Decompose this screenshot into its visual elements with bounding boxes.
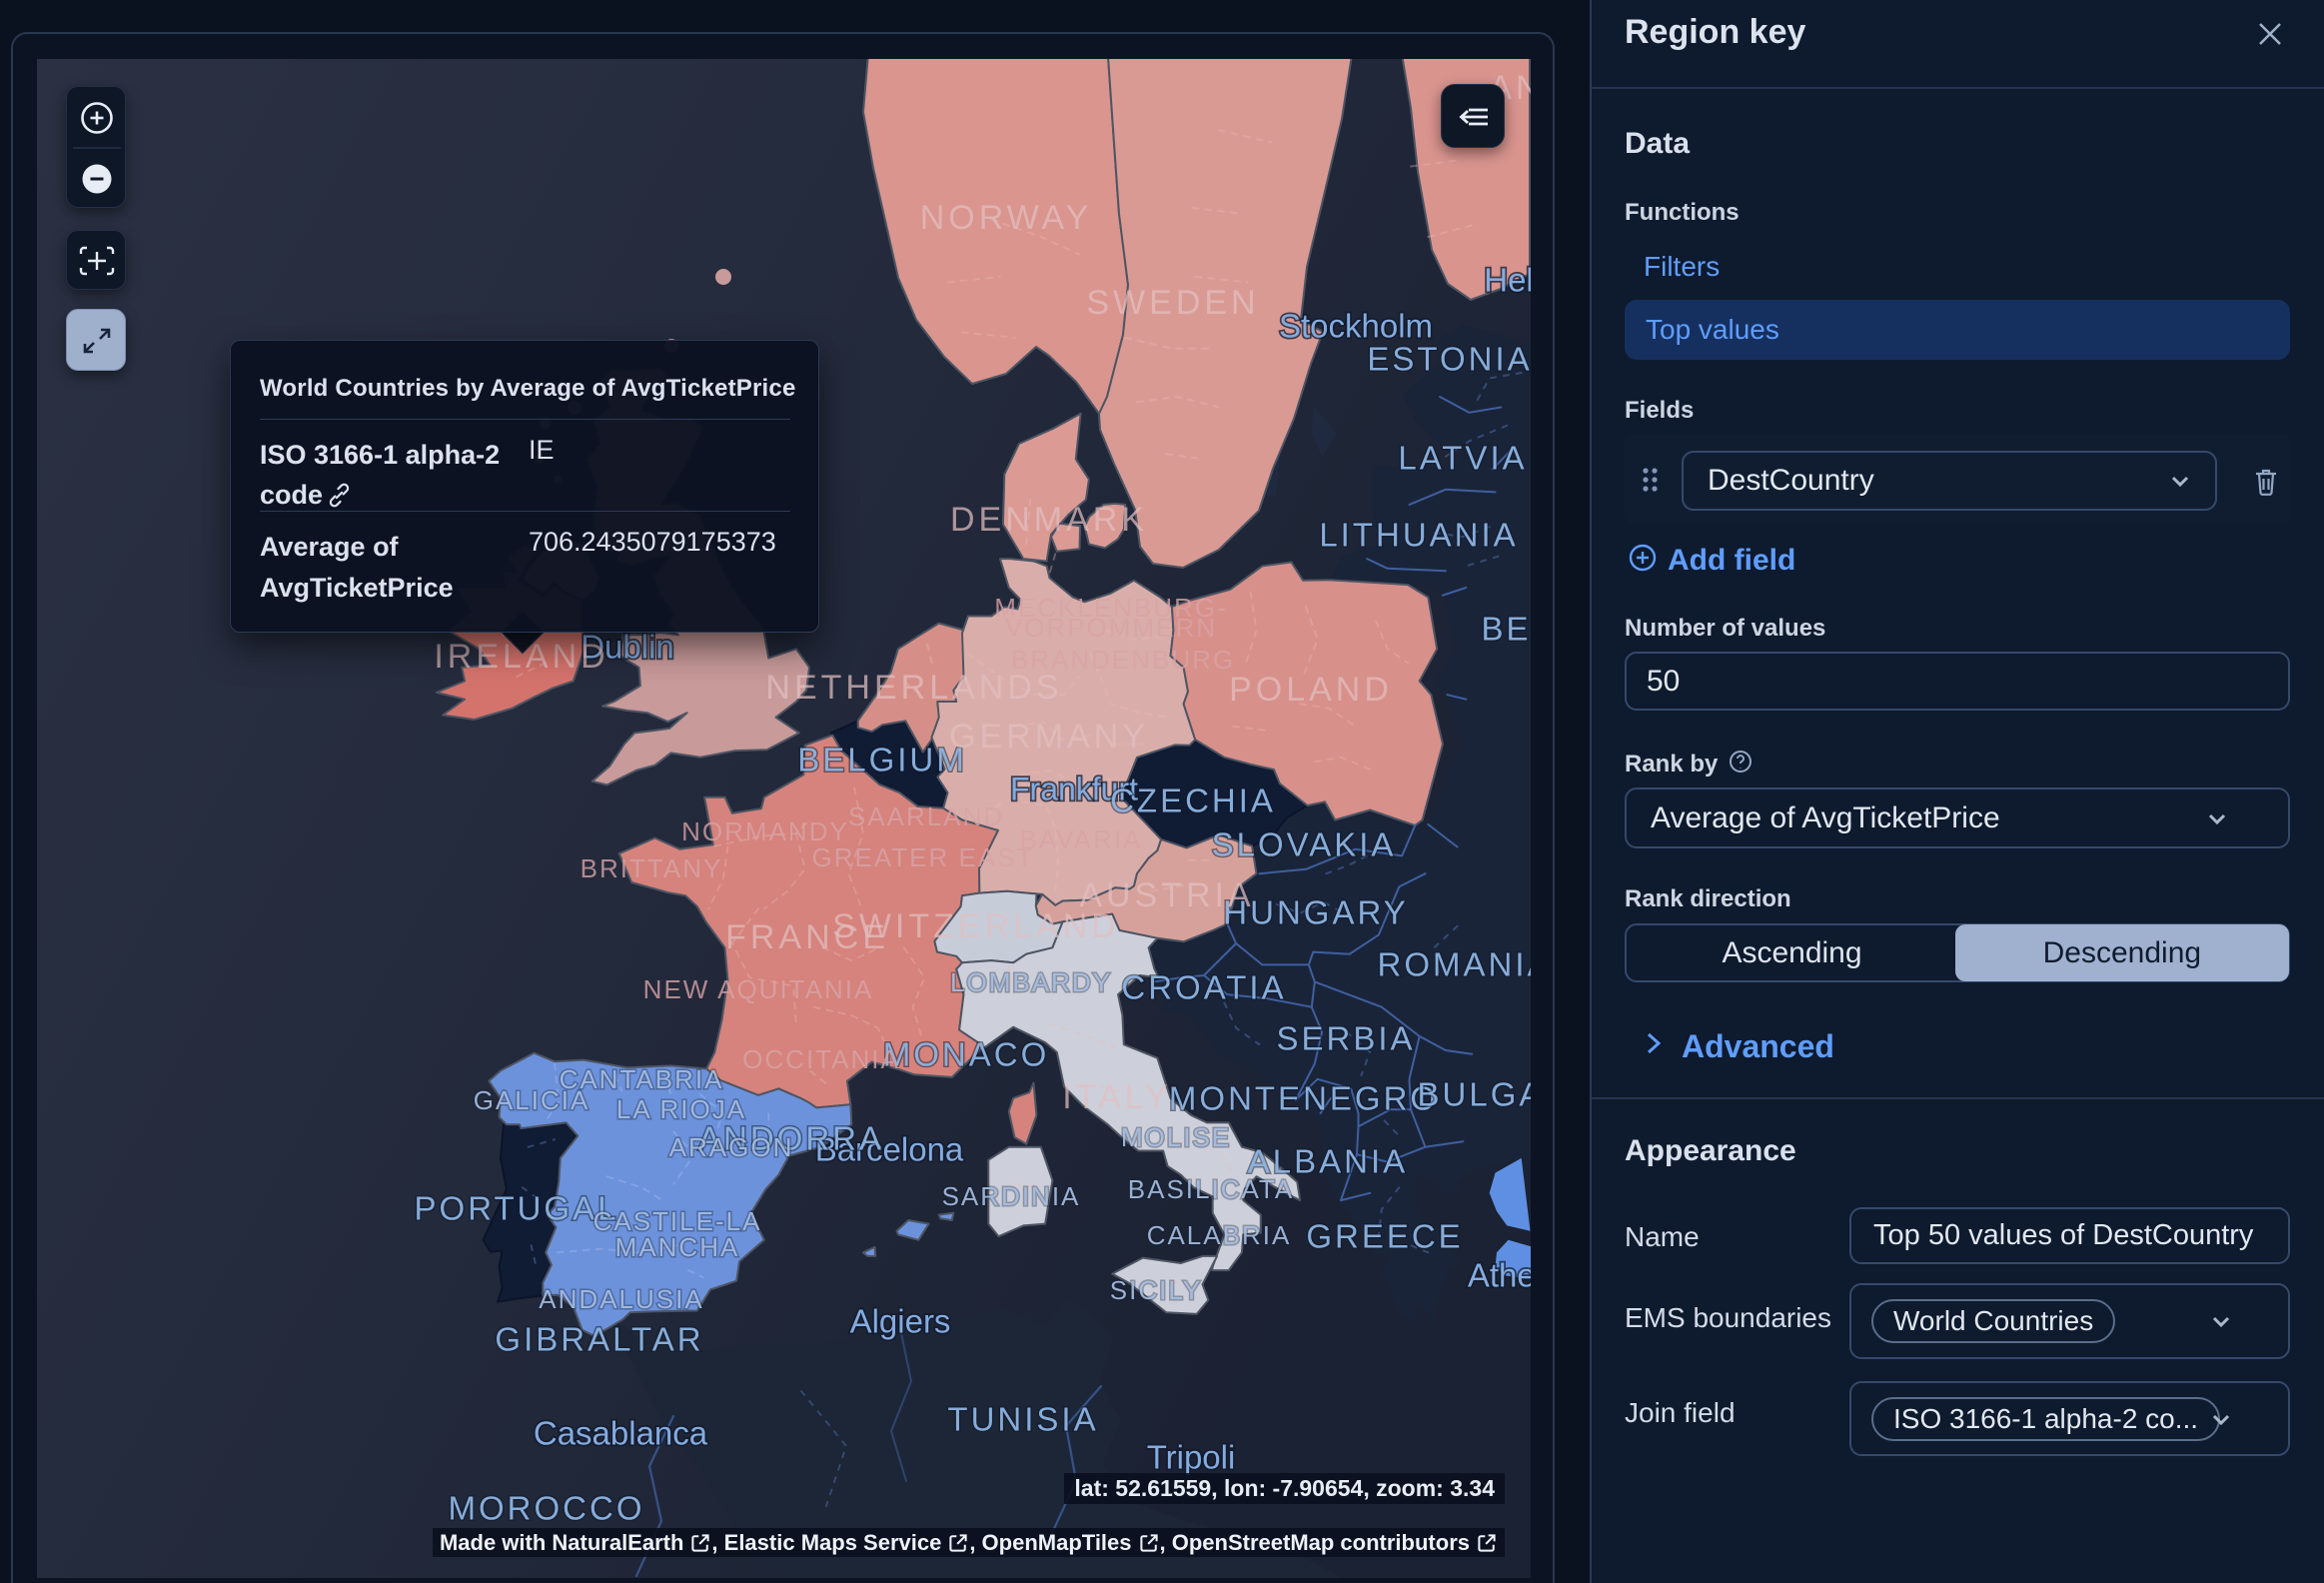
- svg-text:LA RIOJA: LA RIOJA: [616, 1094, 746, 1124]
- svg-text:SICILY: SICILY: [1110, 1275, 1202, 1305]
- svg-text:MECKLENBURG-: MECKLENBURG-: [994, 593, 1227, 623]
- svg-text:AUSTRIA: AUSTRIA: [1079, 876, 1254, 914]
- svg-text:ARAGON: ARAGON: [669, 1132, 794, 1162]
- svg-text:ITALY: ITALY: [1062, 1078, 1171, 1116]
- svg-text:SARDINIA: SARDINIA: [942, 1181, 1081, 1211]
- svg-text:Athen: Athen: [1468, 1257, 1531, 1294]
- svg-text:TUNISIA: TUNISIA: [947, 1401, 1098, 1438]
- svg-text:OCCITANIA: OCCITANIA: [742, 1044, 900, 1074]
- svg-text:MOROCCO: MOROCCO: [449, 1490, 645, 1527]
- svg-text:SWITZERLAND: SWITZERLAND: [832, 907, 1120, 945]
- svg-text:BRITTANY: BRITTANY: [581, 853, 723, 883]
- svg-text:CROATIA: CROATIA: [1121, 969, 1286, 1006]
- svg-text:MOLISE: MOLISE: [1121, 1122, 1231, 1152]
- svg-text:ANDALUSIA: ANDALUSIA: [539, 1284, 703, 1314]
- svg-text:FRANCE: FRANCE: [725, 918, 889, 956]
- svg-text:Casablanca: Casablanca: [534, 1415, 708, 1452]
- svg-text:DENMARK: DENMARK: [950, 501, 1148, 539]
- svg-text:BRANDENBURG: BRANDENBURG: [1011, 645, 1235, 675]
- svg-text:Barcelona: Barcelona: [815, 1131, 964, 1168]
- svg-text:CALABRIA: CALABRIA: [1147, 1220, 1292, 1250]
- svg-text:Dublin: Dublin: [581, 629, 674, 666]
- svg-text:CANTABRIA: CANTABRIA: [560, 1064, 724, 1094]
- svg-text:NORMANDY: NORMANDY: [681, 816, 849, 846]
- svg-text:BAVARIA: BAVARIA: [1020, 824, 1143, 854]
- svg-text:BULGARIA: BULGARIA: [1418, 1076, 1531, 1113]
- svg-text:CZECHIA: CZECHIA: [1110, 783, 1276, 819]
- svg-text:NEW AQUITANIA: NEW AQUITANIA: [643, 974, 874, 1004]
- svg-text:BASILICATA: BASILICATA: [1128, 1174, 1294, 1204]
- svg-text:MONACO: MONACO: [883, 1036, 1050, 1073]
- svg-text:NETHERLANDS: NETHERLANDS: [765, 669, 1062, 707]
- svg-text:ROMANIA: ROMANIA: [1377, 946, 1531, 983]
- svg-text:GERMANY: GERMANY: [949, 718, 1149, 756]
- svg-text:SAARLAND: SAARLAND: [848, 801, 1004, 831]
- svg-text:BELARUS: BELARUS: [1481, 611, 1531, 648]
- svg-text:ANDORRA: ANDORRA: [698, 1120, 884, 1157]
- svg-text:MONTENEGRO: MONTENEGRO: [1169, 1080, 1439, 1117]
- svg-text:GREATER EAST: GREATER EAST: [812, 842, 1035, 872]
- svg-text:CASTILE-LA: CASTILE-LA: [593, 1206, 762, 1236]
- svg-text:SLOVAKIA: SLOVAKIA: [1212, 826, 1397, 863]
- svg-text:Algiers: Algiers: [850, 1303, 951, 1340]
- svg-text:Tripoli: Tripoli: [1147, 1439, 1236, 1476]
- svg-text:Frankfurt: Frankfurt: [1010, 771, 1138, 806]
- svg-text:SERBIA: SERBIA: [1276, 1020, 1415, 1057]
- svg-text:ESTONIA: ESTONIA: [1367, 341, 1531, 378]
- svg-text:VORPOMMERN: VORPOMMERN: [1005, 613, 1217, 643]
- svg-text:BELGIUM: BELGIUM: [797, 742, 967, 779]
- svg-text:GIBRALTAR: GIBRALTAR: [495, 1321, 703, 1358]
- svg-text:PORTUGAL: PORTUGAL: [415, 1190, 619, 1227]
- svg-text:MANCHA: MANCHA: [615, 1232, 740, 1262]
- svg-text:POLAND: POLAND: [1229, 671, 1393, 709]
- svg-text:ALBANIA: ALBANIA: [1248, 1143, 1408, 1180]
- svg-text:HUNGARY: HUNGARY: [1223, 894, 1408, 931]
- svg-text:GALICIA: GALICIA: [474, 1085, 590, 1115]
- svg-text:SWEDEN: SWEDEN: [1086, 284, 1259, 322]
- svg-text:GREECE: GREECE: [1306, 1218, 1463, 1255]
- svg-text:LATVIA: LATVIA: [1398, 440, 1527, 477]
- svg-text:Hel: Hel: [1484, 262, 1531, 299]
- svg-text:Stockholm: Stockholm: [1279, 308, 1433, 345]
- svg-text:LOMBARDY: LOMBARDY: [950, 967, 1112, 997]
- svg-text:LITHUANIA: LITHUANIA: [1319, 517, 1518, 554]
- svg-text:NORWAY: NORWAY: [920, 199, 1093, 237]
